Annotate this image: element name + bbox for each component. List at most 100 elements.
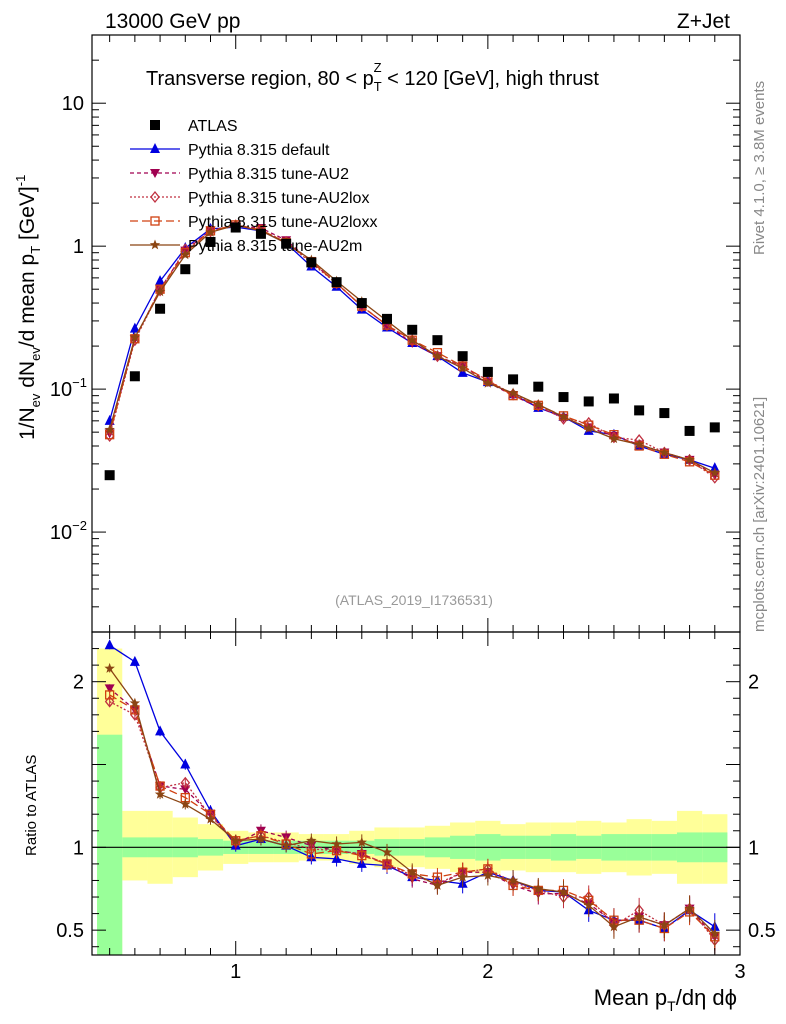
ratio-point-2 xyxy=(104,695,115,708)
data-point xyxy=(558,392,569,403)
series-point-4 xyxy=(432,350,443,361)
ratio-y-tick-label-right: 1 xyxy=(748,837,759,859)
series-point-0 xyxy=(155,275,166,286)
series-point-4 xyxy=(180,249,191,260)
legend-label: Pythia 8.315 tune-AU2loxx xyxy=(188,214,377,231)
legend-marker xyxy=(150,169,160,178)
mcplots-label: mcplots.cern.ch [arXiv:2401.10621] xyxy=(751,397,768,632)
series-point-4 xyxy=(709,467,720,478)
ratio-point-0 xyxy=(129,655,140,666)
data-point xyxy=(331,277,342,288)
ratio-point-4 xyxy=(255,833,267,844)
ratio-point-4 xyxy=(608,921,620,932)
series-point-4 xyxy=(659,447,670,457)
data-point xyxy=(659,408,670,419)
data-point xyxy=(356,298,367,309)
legend: ATLAS Pythia 8.315 default Pythia 8.315 tu… xyxy=(130,118,377,255)
data-point xyxy=(533,381,544,392)
ratio-y-tick-label-left: 2 xyxy=(73,672,84,694)
axes: 1 2 3 10−2 10−1 1 10 0.5 0.5 1 1 2 2 xyxy=(50,34,776,983)
top-panel-content xyxy=(104,219,720,484)
data-point xyxy=(180,264,191,275)
series-point-4 xyxy=(457,362,468,373)
ratio-line-3 xyxy=(109,694,716,938)
legend-marker xyxy=(150,143,160,153)
series-point-0 xyxy=(709,462,720,473)
data-point xyxy=(709,422,720,433)
title-rest: < 120 [GeV], high thrust xyxy=(382,68,600,90)
series-point-2 xyxy=(130,334,140,347)
series-line-3 xyxy=(108,224,716,476)
ratio-point-4 xyxy=(205,813,216,824)
ratio-point-4 xyxy=(381,846,393,857)
ratio-point-4 xyxy=(482,870,494,880)
ratio-point-4 xyxy=(709,928,720,938)
ratio-point-4 xyxy=(154,788,166,799)
legend-label: Pythia 8.315 tune-AU2m xyxy=(188,238,362,255)
x-tick-label: 3 xyxy=(734,961,745,983)
series-point-4 xyxy=(407,334,418,345)
series-point-4 xyxy=(684,454,695,465)
ratio-point-4 xyxy=(507,875,519,885)
ratio-line-4 xyxy=(109,668,716,934)
ratio-point-4 xyxy=(180,798,191,809)
ratio-point-3 xyxy=(104,690,115,700)
analysis-tag: (ATLAS_2019_I1736531) xyxy=(335,592,493,608)
ratio-point-4 xyxy=(280,840,292,851)
ratio-frame xyxy=(91,631,741,956)
ratio-point-4 xyxy=(457,871,468,882)
x-tick-label: 1 xyxy=(230,961,241,983)
ratio-point-4 xyxy=(407,866,418,877)
ratio-point-2 xyxy=(180,776,191,789)
ratio-point-4 xyxy=(432,879,443,890)
ratio-point-1 xyxy=(180,785,191,795)
ratio-point-4 xyxy=(659,919,670,930)
series-point-4 xyxy=(633,439,645,449)
legend-label: Pythia 8.315 default xyxy=(188,142,330,159)
ratio-line-2 xyxy=(109,701,716,941)
x-axis-label: Mean pT/dη dϕ xyxy=(594,985,737,1014)
data-point xyxy=(104,470,115,481)
data-point xyxy=(155,303,166,314)
ratio-point-4 xyxy=(104,662,115,673)
data-point xyxy=(230,222,241,233)
ratio-point-4 xyxy=(331,838,342,849)
legend-label: Pythia 8.315 tune-AU2 xyxy=(188,166,349,183)
series-point-2 xyxy=(104,429,115,443)
series-point-2 xyxy=(457,360,468,373)
ratio-point-4 xyxy=(230,835,241,846)
y-tick-label: 10−1 xyxy=(50,375,87,401)
legend-marker xyxy=(150,216,160,226)
title-sub: T xyxy=(374,79,382,94)
header-left: 13000 GeV pp xyxy=(105,10,240,33)
ratio-point-1 xyxy=(104,684,115,694)
ratio-y-tick-label-right: 0.5 xyxy=(748,920,776,942)
ratio-point-3 xyxy=(306,849,317,859)
data-point xyxy=(205,236,216,247)
data-point xyxy=(634,405,645,416)
title-sup: Z xyxy=(374,60,382,75)
series-point-4 xyxy=(104,424,115,435)
data-point xyxy=(255,228,266,239)
data-point xyxy=(684,425,695,436)
ratio-y-tick-label-left: 1 xyxy=(73,837,84,859)
ratio-point-0 xyxy=(104,639,115,650)
series-point-4 xyxy=(608,433,620,444)
ratio-point-0 xyxy=(180,758,191,769)
series-point-0 xyxy=(129,322,140,333)
ratio-point-4 xyxy=(129,697,141,708)
title-main: Transverse region, 80 < p xyxy=(146,68,374,90)
data-point xyxy=(407,324,418,335)
legend-marker xyxy=(150,120,160,130)
x-tick-label: 2 xyxy=(482,961,493,983)
header-right: Z+Jet xyxy=(677,10,730,33)
data-point xyxy=(382,313,393,324)
legend-label: ATLAS xyxy=(188,118,238,135)
ratio-point-4 xyxy=(558,886,569,897)
y-axis-label: 1/Nev dNev/d mean pT [GeV]-1 xyxy=(13,175,43,440)
data-point xyxy=(129,371,140,382)
ratio-y-tick-label-right: 2 xyxy=(748,672,759,694)
data-point xyxy=(482,366,493,377)
ratio-y-tick-label-left: 0.5 xyxy=(56,920,84,942)
